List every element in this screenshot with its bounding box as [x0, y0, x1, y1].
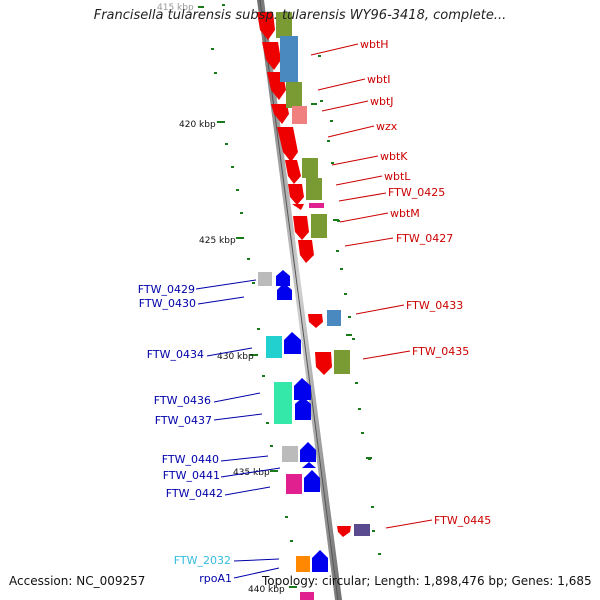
- gene-arrow: [262, 42, 281, 70]
- gene-box: [300, 592, 314, 600]
- gene-arrow: [308, 314, 323, 328]
- gene-arrow: [294, 378, 311, 400]
- gene-label-FTW_0437: FTW_0437: [155, 414, 212, 427]
- gene-box: [274, 382, 292, 424]
- gene-label-FTW_0436: FTW_0436: [154, 394, 211, 407]
- accession-label: Accession: NC_009257: [9, 574, 146, 588]
- right-gene-labels: wbtH wbtI wbtJ wzx wbtK wbtL FTW_0425 wb…: [360, 38, 491, 527]
- gene-arrow: [257, 12, 275, 40]
- gene-box: [302, 158, 318, 178]
- gene-box: [311, 214, 327, 238]
- gene-label-FTW_0429: FTW_0429: [138, 283, 195, 296]
- gene-label-wbtJ: wbtJ: [370, 95, 394, 108]
- gene-box: [258, 272, 272, 286]
- gene-box: [282, 446, 298, 462]
- gene-label-wzx: wzx: [376, 120, 398, 133]
- gene-arrow: [284, 332, 301, 354]
- scale-tick-labels: 415 kbp 420 kbp 425 kbp 430 kbp 435 kbp …: [157, 3, 285, 595]
- gene-box: [309, 203, 324, 208]
- gene-label-FTW_0433: FTW_0433: [406, 299, 463, 312]
- reverse-strand-gene-boxes[interactable]: [276, 12, 370, 536]
- gene-box: [327, 310, 341, 326]
- gene-arrow: [288, 184, 304, 205]
- gene-box: [276, 12, 292, 38]
- gene-label-FTW_0427: FTW_0427: [396, 232, 453, 245]
- gene-label-FTW_0435: FTW_0435: [412, 345, 469, 358]
- gene-label-FTW_0440: FTW_0440: [162, 453, 219, 466]
- gene-arrow: [271, 104, 289, 124]
- tick-label-435: 435 kbp: [233, 468, 270, 478]
- gene-label-FTW_2032: FTW_2032: [174, 554, 231, 567]
- gene-arrow: [292, 204, 304, 210]
- genome-backbone: [257, 0, 342, 600]
- gene-arrow: [276, 270, 290, 286]
- gene-arrow: [277, 283, 292, 300]
- tick-label-420: 420 kbp: [179, 120, 216, 130]
- gene-arrow: [315, 352, 332, 375]
- gene-arrow: [300, 442, 316, 462]
- gene-arrow: [295, 397, 311, 420]
- gene-box: [266, 336, 282, 358]
- gene-label-FTW_0434: FTW_0434: [147, 348, 204, 361]
- tick-label-425: 425 kbp: [199, 236, 236, 246]
- gene-arrow: [293, 216, 309, 240]
- topology-summary: Topology: circular; Length: 1,898,476 bp…: [262, 574, 592, 588]
- gene-box: [334, 350, 350, 374]
- gene-label-FTW_0445: FTW_0445: [434, 514, 491, 527]
- scale-tick-marks: [198, 6, 372, 588]
- gene-label-wbtI: wbtI: [367, 73, 391, 86]
- gene-label-FTW_0425: FTW_0425: [388, 186, 445, 199]
- gene-box: [296, 556, 310, 572]
- right-label-lines: [310, 43, 433, 529]
- tick-label-440: 440 kbp: [248, 585, 285, 595]
- gene-arrow: [302, 462, 316, 468]
- gene-label-wbtH: wbtH: [360, 38, 389, 51]
- gene-arrow: [304, 470, 320, 492]
- gene-box: [292, 106, 307, 124]
- tick-label-430: 430 kbp: [217, 352, 254, 362]
- gene-label-wbtM: wbtM: [390, 207, 420, 220]
- gene-box: [306, 178, 322, 200]
- map-title: Francisella tularensis subsp. tularensis…: [93, 8, 507, 23]
- gene-label-wbtK: wbtK: [380, 150, 408, 163]
- tick-label-415: 415 kbp: [157, 3, 194, 13]
- gene-arrow: [285, 160, 301, 184]
- gene-box: [280, 36, 298, 82]
- left-label-lines: [195, 279, 281, 579]
- gene-box: [286, 82, 302, 108]
- gene-label-FTW_0430: FTW_0430: [139, 297, 196, 310]
- gene-arrow: [337, 526, 351, 537]
- left-gene-labels: FTW_0429 FTW_0430 FTW_0434 FTW_0436 FTW_…: [138, 283, 232, 585]
- gene-label-FTW_0441: FTW_0441: [163, 469, 220, 482]
- forward-strand-gene-boxes[interactable]: [258, 270, 328, 600]
- gene-arrow: [277, 127, 298, 162]
- gene-arrow: [298, 240, 314, 263]
- gene-label-wbtL: wbtL: [384, 170, 411, 183]
- gene-box: [354, 524, 370, 536]
- gene-box: [286, 474, 302, 494]
- gene-label-FTW_0442: FTW_0442: [166, 487, 223, 500]
- gene-label-rpoA1: rpoA1: [199, 572, 232, 585]
- gene-arrow: [312, 550, 328, 572]
